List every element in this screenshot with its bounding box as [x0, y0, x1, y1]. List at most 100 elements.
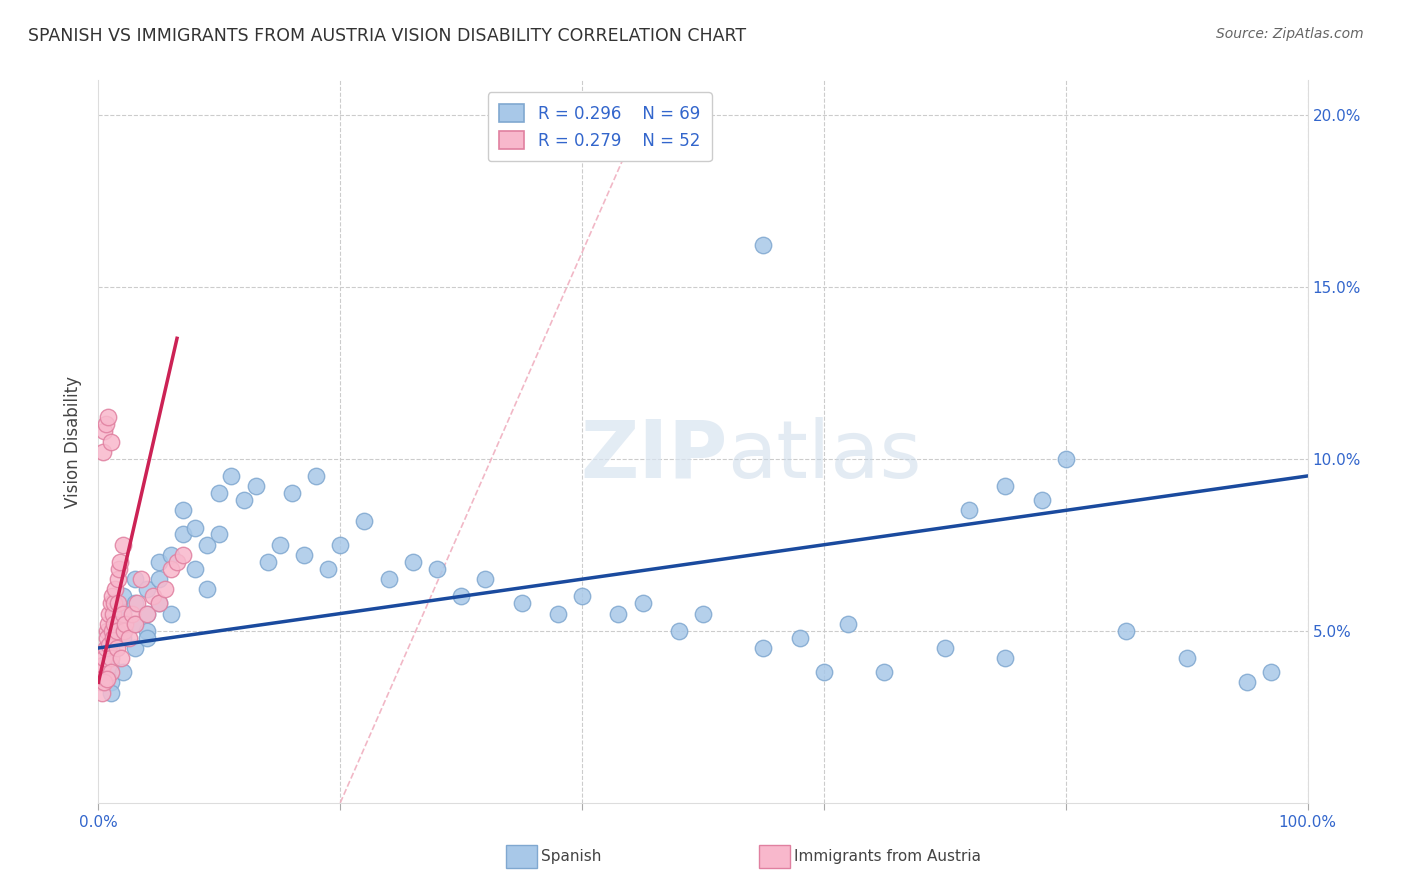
Point [232, 493, 254, 508]
Point [96, 672, 118, 686]
Point [97, 616, 120, 631]
Point [111, 590, 134, 604]
Point [108, 555, 131, 569]
Point [121, 607, 143, 621]
Point [94, 417, 117, 432]
Point [153, 582, 176, 597]
Point [111, 631, 134, 645]
Point [100, 434, 122, 449]
Point [184, 520, 207, 534]
Point [172, 503, 194, 517]
Point [111, 607, 134, 621]
Point [208, 527, 231, 541]
Point [305, 469, 328, 483]
Point [692, 607, 714, 621]
Point [208, 486, 231, 500]
Point [108, 562, 131, 576]
Point [135, 631, 157, 645]
Point [91, 686, 114, 700]
Point [110, 651, 132, 665]
Point [129, 572, 152, 586]
Point [93, 424, 115, 438]
Point [668, 624, 690, 638]
Point [96, 631, 118, 645]
Point [1054, 451, 1077, 466]
Point [752, 640, 775, 655]
Point [104, 582, 127, 597]
Point [103, 596, 125, 610]
Point [100, 590, 122, 604]
Point [124, 616, 146, 631]
Point [91, 665, 114, 679]
Point [100, 686, 122, 700]
Point [101, 631, 124, 645]
Point [353, 514, 375, 528]
Point [90, 675, 112, 690]
Point [100, 665, 122, 679]
Point [1236, 675, 1258, 690]
Point [111, 607, 134, 621]
Point [124, 596, 146, 610]
Point [148, 596, 170, 610]
Point [111, 665, 134, 679]
Point [148, 572, 170, 586]
Point [135, 582, 157, 597]
Point [124, 616, 146, 631]
Point [100, 624, 122, 638]
Point [1115, 624, 1137, 638]
Point [752, 238, 775, 252]
Point [450, 590, 472, 604]
Point [93, 675, 115, 690]
Point [474, 572, 496, 586]
Point [93, 651, 115, 665]
Point [426, 562, 449, 576]
Point [107, 596, 129, 610]
Point [329, 538, 352, 552]
Point [1260, 665, 1282, 679]
Text: atlas: atlas [727, 417, 921, 495]
Point [160, 562, 183, 576]
Point [100, 675, 122, 690]
Point [607, 607, 630, 621]
Point [195, 538, 218, 552]
Point [994, 479, 1017, 493]
Point [91, 445, 114, 459]
Point [94, 640, 117, 655]
Point [100, 640, 122, 655]
Point [135, 607, 157, 621]
Point [957, 503, 980, 517]
Point [195, 582, 218, 597]
Point [107, 572, 129, 586]
Point [316, 562, 339, 576]
Point [934, 640, 956, 655]
Point [1175, 651, 1198, 665]
Text: Spanish: Spanish [541, 849, 602, 863]
Point [105, 624, 128, 638]
Point [245, 479, 267, 493]
Point [111, 538, 134, 552]
Point [160, 607, 183, 621]
Point [256, 555, 278, 569]
Point [142, 590, 165, 604]
Point [91, 658, 114, 673]
Point [631, 596, 654, 610]
Point [837, 616, 859, 631]
Point [93, 675, 115, 690]
Point [100, 658, 122, 673]
Legend: R = 0.296    N = 69, R = 0.279    N = 52: R = 0.296 N = 69, R = 0.279 N = 52 [488, 92, 711, 161]
Point [994, 651, 1017, 665]
Point [124, 640, 146, 655]
Point [377, 572, 399, 586]
Text: Source: ZipAtlas.com: Source: ZipAtlas.com [1216, 27, 1364, 41]
Point [148, 596, 170, 610]
Point [281, 486, 304, 500]
Point [571, 590, 593, 604]
Point [172, 527, 194, 541]
Point [172, 548, 194, 562]
Point [101, 607, 124, 621]
Point [1031, 493, 1053, 508]
Point [96, 624, 118, 638]
Point [510, 596, 533, 610]
Point [292, 548, 315, 562]
Point [135, 624, 157, 638]
